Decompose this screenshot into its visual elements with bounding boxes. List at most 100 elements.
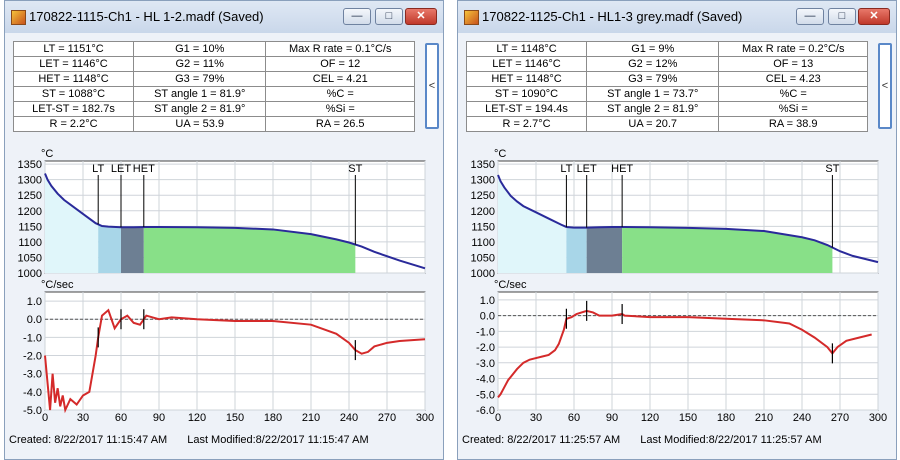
y-tick-label: 1050 xyxy=(18,252,42,264)
stats-row: LT = 1148°C G1 = 9% Max R rate = 0.2°C/s xyxy=(466,41,868,57)
y-tick-label: 1000 xyxy=(18,268,42,280)
stat-cell: %C = xyxy=(265,86,415,102)
y-tick-label: -5.0 xyxy=(23,405,42,417)
y-tick-label: 1350 xyxy=(471,159,495,171)
cooling-rate-series-line xyxy=(44,308,426,414)
y-tick-label: 1150 xyxy=(18,221,42,233)
stat-cell: UA = 20.7 xyxy=(585,116,720,132)
y-tick-label: -3.0 xyxy=(476,358,495,370)
stat-cell: G3 = 79% xyxy=(585,71,720,87)
x-tick-label: 210 xyxy=(302,412,320,424)
y-tick-label: 1300 xyxy=(471,175,495,187)
y-tick-label: -2.0 xyxy=(23,351,42,363)
region-het-st xyxy=(622,226,833,273)
stat-cell: RA = 26.5 xyxy=(265,116,415,132)
y-tick-label: -3.0 xyxy=(23,369,42,381)
stat-cell: R = 2.7°C xyxy=(466,116,587,132)
y-tick-label: 1200 xyxy=(471,206,495,218)
x-tick-label: 180 xyxy=(717,412,735,424)
x-tick-label: 270 xyxy=(831,412,849,424)
stat-cell: Max R rate = 0.2°C/s xyxy=(718,41,868,57)
close-button[interactable]: ✕ xyxy=(858,8,890,25)
collapse-panel-tab[interactable]: < xyxy=(878,43,892,129)
x-tick-label: 300 xyxy=(869,412,887,424)
x-tick-label: 210 xyxy=(755,412,773,424)
marker-label-lt: LT xyxy=(560,163,572,175)
stat-cell: LET-ST = 182.7s xyxy=(13,101,134,117)
y-tick-label: 1250 xyxy=(471,190,495,202)
minimize-button[interactable]: — xyxy=(343,8,371,25)
collapse-panel-tab[interactable]: < xyxy=(425,43,439,129)
y-tick-label: 1000 xyxy=(471,268,495,280)
y-tick-label: 0.0 xyxy=(27,314,42,326)
region-let-het xyxy=(586,226,623,273)
x-tick-label: 180 xyxy=(264,412,282,424)
x-tick-label: 0 xyxy=(42,412,48,424)
maximize-button[interactable]: □ xyxy=(375,8,403,25)
x-tick-label: 150 xyxy=(226,412,244,424)
y-axis-label: °C/sec xyxy=(41,279,74,291)
stats-row: ST = 1090°C ST angle 1 = 73.7° %C = xyxy=(466,86,868,102)
x-tick-label: 90 xyxy=(153,412,165,424)
temperature-series-line xyxy=(44,173,426,270)
stats-table: LT = 1148°C G1 = 9% Max R rate = 0.2°C/s L… xyxy=(466,41,868,132)
y-tick-label: -4.0 xyxy=(476,374,495,386)
temperature-series-line xyxy=(497,174,879,264)
stat-cell: R = 2.2°C xyxy=(13,116,134,132)
x-tick-label: 300 xyxy=(416,412,434,424)
y-axis-label: °C xyxy=(494,148,506,160)
stat-cell: ST = 1090°C xyxy=(466,86,587,102)
y-tick-label: 1.0 xyxy=(480,295,495,307)
stats-row: R = 2.2°C UA = 53.9 RA = 26.5 xyxy=(13,116,415,132)
y-axis-label: °C xyxy=(41,148,53,160)
y-tick-label: 1100 xyxy=(471,237,495,249)
y-axis-label: °C/sec xyxy=(494,279,527,291)
y-tick-label: 1150 xyxy=(471,221,495,233)
region-pre-lt xyxy=(45,173,99,273)
y-tick-label: 1200 xyxy=(18,206,42,218)
x-tick-label: 90 xyxy=(606,412,618,424)
stat-cell: LET = 1146°C xyxy=(13,56,134,72)
x-tick-label: 240 xyxy=(340,412,358,424)
y-tick-label: 1300 xyxy=(18,175,42,187)
stat-cell: RA = 38.9 xyxy=(718,116,868,132)
marker-label-st: ST xyxy=(348,163,362,175)
stats-table: LT = 1151°C G1 = 10% Max R rate = 0.1°C/s … xyxy=(13,41,415,132)
y-tick-label: 1100 xyxy=(18,237,42,249)
stat-cell: G2 = 11% xyxy=(132,56,267,72)
region-lt-let xyxy=(98,224,121,273)
x-tick-label: 270 xyxy=(378,412,396,424)
status-bar: Created: 8/22/2017 11:25:57 AM Last Modif… xyxy=(462,434,822,446)
title-bar[interactable]: 170822-1115-Ch1 - HL 1-2.madf (Saved) — … xyxy=(5,1,443,33)
stat-cell: LET-ST = 194.4s xyxy=(466,101,587,117)
window-title: 170822-1115-Ch1 - HL 1-2.madf (Saved) xyxy=(29,9,264,24)
marker-label-let: LET xyxy=(111,163,131,175)
status-bar: Created: 8/22/2017 11:15:47 AM Last Modif… xyxy=(9,434,369,446)
marker-label-let: LET xyxy=(577,163,597,175)
title-bar[interactable]: 170822-1125-Ch1 - HL1-3 grey.madf (Saved… xyxy=(458,1,896,33)
stat-cell: UA = 53.9 xyxy=(132,116,267,132)
stat-cell: ST angle 1 = 73.7° xyxy=(585,86,720,102)
x-tick-label: 120 xyxy=(641,412,659,424)
region-let-het xyxy=(121,227,144,273)
close-button[interactable]: ✕ xyxy=(405,8,437,25)
x-tick-label: 120 xyxy=(188,412,206,424)
stat-cell: HET = 1148°C xyxy=(466,71,587,87)
window-title: 170822-1125-Ch1 - HL1-3 grey.madf (Saved… xyxy=(482,9,743,24)
maximize-button[interactable]: □ xyxy=(828,8,856,25)
x-tick-label: 150 xyxy=(679,412,697,424)
cooling-rate-series-line xyxy=(497,309,872,399)
stats-row: HET = 1148°C G3 = 79% CEL = 4.23 xyxy=(466,71,868,87)
analysis-window-left: 170822-1115-Ch1 - HL 1-2.madf (Saved) — … xyxy=(4,0,444,460)
stats-row: R = 2.7°C UA = 20.7 RA = 38.9 xyxy=(466,116,868,132)
marker-label-lt: LT xyxy=(92,163,104,175)
y-tick-label: 0.0 xyxy=(480,311,495,323)
x-tick-label: 30 xyxy=(530,412,542,424)
y-tick-label: -2.0 xyxy=(476,342,495,354)
minimize-button[interactable]: — xyxy=(796,8,824,25)
x-tick-label: 30 xyxy=(77,412,89,424)
y-tick-label: -1.0 xyxy=(23,332,42,344)
y-tick-label: 1.0 xyxy=(27,296,42,308)
